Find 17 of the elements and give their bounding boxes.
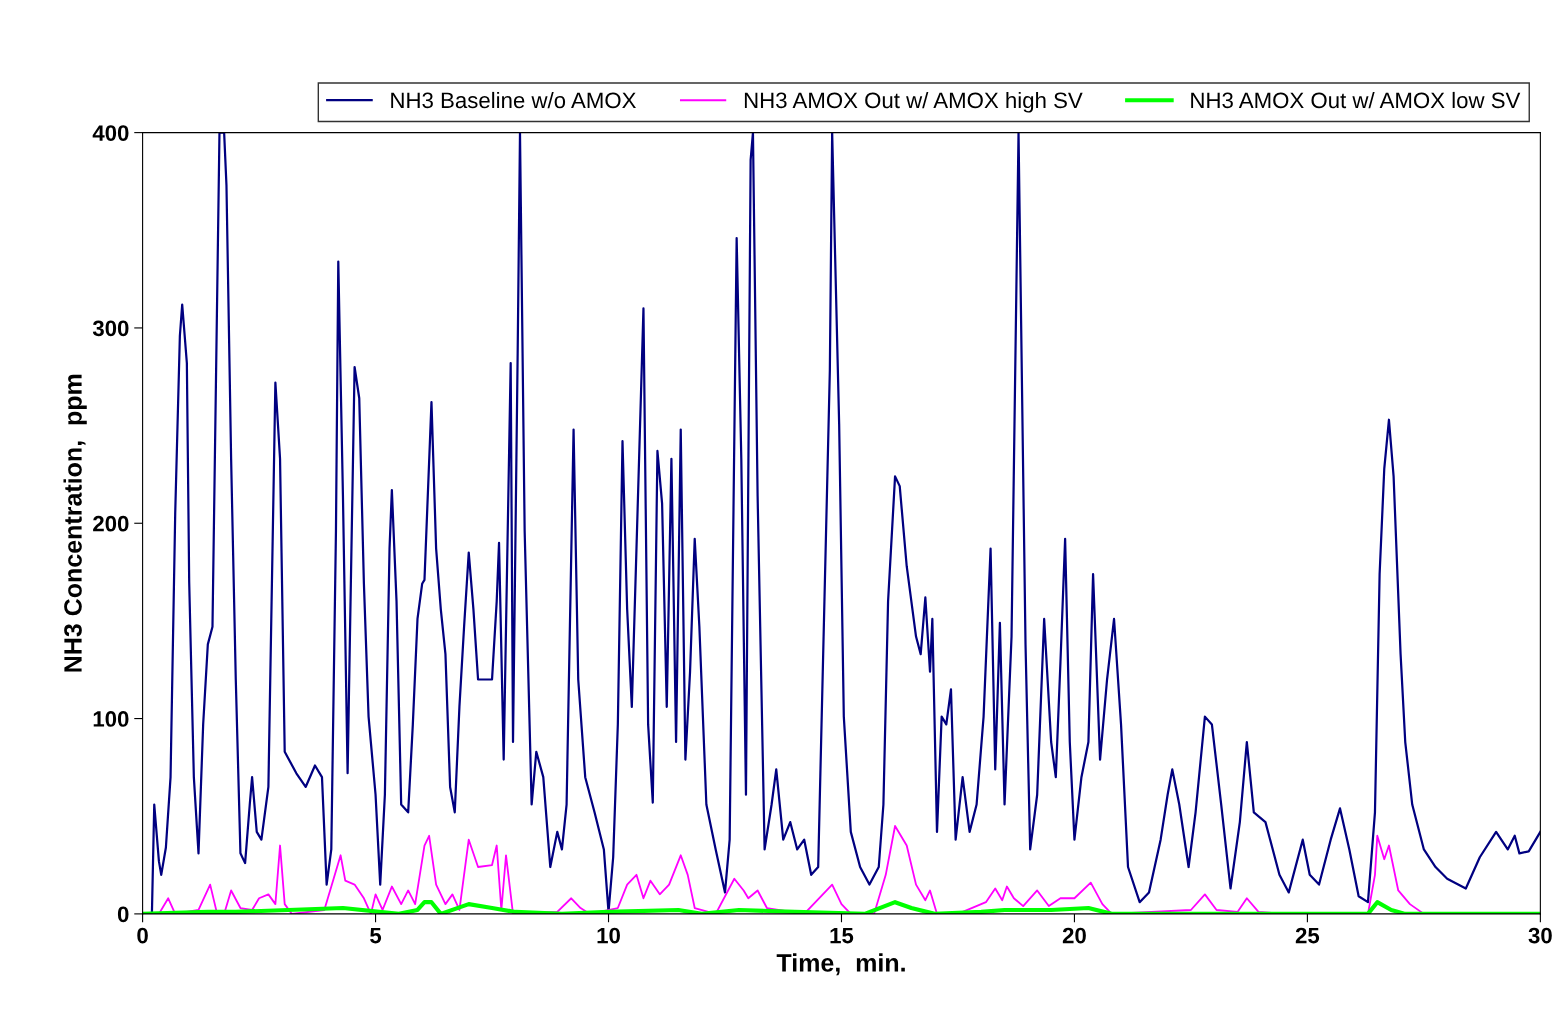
x-axis-title: Time, min. — [776, 953, 905, 976]
y-tick-label: 200 — [93, 515, 129, 532]
y-axis-title: NH3 Concentration, ppm — [63, 374, 87, 672]
x-tick-label: 20 — [1062, 927, 1086, 944]
legend-label: NH3 AMOX Out w/ AMOX low SV — [1191, 91, 1521, 109]
x-tick-label: 10 — [597, 927, 620, 944]
x-tick-label: 5 — [370, 927, 382, 944]
legend-label: NH3 Baseline w/o AMOX — [391, 91, 636, 109]
y-tick-label: 100 — [93, 711, 129, 727]
x-tick-label: 0 — [137, 927, 148, 944]
y-tick-label: 400 — [92, 125, 129, 141]
y-tick-label: 300 — [92, 320, 129, 337]
x-tick-label: 25 — [1295, 927, 1320, 944]
y-tick-label: 0 — [117, 906, 129, 923]
x-tick-label: 15 — [830, 927, 854, 944]
legend-label: NH3 AMOX Out w/ AMOX high SV — [744, 91, 1083, 113]
x-tick-label: 30 — [1528, 927, 1552, 944]
